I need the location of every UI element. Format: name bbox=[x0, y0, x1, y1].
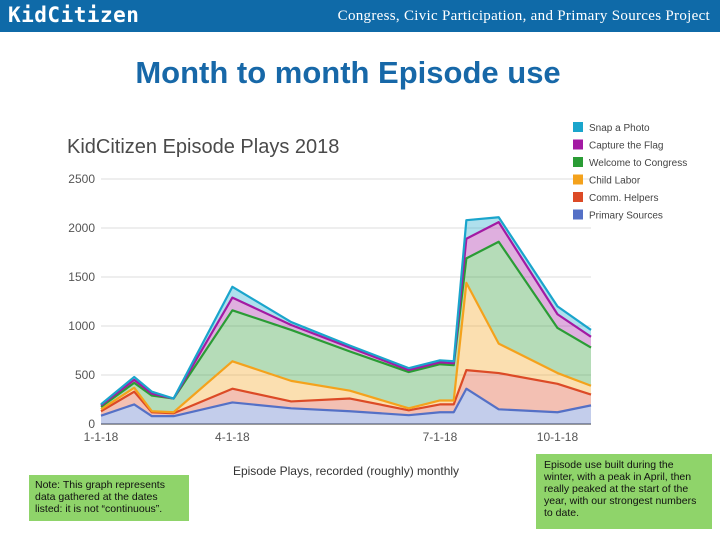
legend-swatch bbox=[573, 174, 583, 185]
x-tick-label: 1-1-18 bbox=[84, 430, 119, 444]
line-welcome-to-congress bbox=[100, 240, 592, 408]
graph-note: Note: This graph represents data gathere… bbox=[29, 475, 189, 521]
legend-label: Capture the Flag bbox=[589, 141, 664, 152]
header-bar: KidCitizen Congress, Civic Participation… bbox=[0, 0, 720, 32]
line-capture-the-flag bbox=[100, 221, 592, 407]
legend-label: Child Labor bbox=[589, 176, 641, 187]
y-tick-label: 2500 bbox=[68, 172, 95, 186]
legend-label: Welcome to Congress bbox=[589, 158, 687, 169]
summary-note: Episode use built during the winter, wit… bbox=[536, 454, 712, 529]
brand-logo: KidCitizen bbox=[8, 3, 140, 27]
chart-areas bbox=[101, 217, 591, 424]
line-snap-a-photo bbox=[100, 216, 592, 406]
line-primary-sources bbox=[100, 387, 592, 418]
legend-label: Snap a Photo bbox=[589, 123, 650, 134]
chart-gridlines bbox=[101, 178, 591, 425]
chart-legend: Snap a Photo Capture the Flag Welcome to C… bbox=[573, 122, 687, 222]
area-comm-helpers bbox=[101, 370, 591, 417]
x-tick-label: 10-1-18 bbox=[537, 430, 579, 444]
y-tick-label: 0 bbox=[88, 417, 95, 431]
legend-label: Primary Sources bbox=[589, 211, 663, 222]
chart-lines bbox=[100, 216, 592, 418]
legend-swatch bbox=[573, 157, 583, 167]
legend-swatch bbox=[573, 192, 583, 202]
line-child-labor bbox=[100, 281, 592, 414]
legend-label: Comm. Helpers bbox=[589, 193, 658, 204]
x-axis-label: Episode Plays, recorded (roughly) monthl… bbox=[233, 464, 459, 478]
area-child-labor bbox=[101, 282, 591, 414]
slide-title: Month to month Episode use bbox=[135, 55, 561, 90]
y-tick-label: 2000 bbox=[68, 221, 95, 235]
area-primary-sources bbox=[101, 388, 591, 424]
legend-swatch bbox=[573, 139, 583, 150]
x-tick-label: 7-1-18 bbox=[423, 430, 458, 444]
y-tick-label: 500 bbox=[75, 368, 95, 382]
legend-swatch bbox=[573, 209, 583, 220]
y-tick-label: 1000 bbox=[68, 319, 95, 333]
area-welcome-to-congress bbox=[101, 241, 591, 413]
x-tick-label: 4-1-18 bbox=[215, 430, 250, 444]
project-name: Congress, Civic Participation, and Prima… bbox=[337, 8, 710, 24]
chart-title: KidCitizen Episode Plays 2018 bbox=[67, 136, 339, 158]
legend-swatch bbox=[573, 122, 583, 132]
y-tick-label: 1500 bbox=[68, 270, 95, 284]
chart-axes: 0 500 1000 1500 2000 2500 1-1-18 4-1-18 7-1-18 10… bbox=[68, 172, 578, 444]
